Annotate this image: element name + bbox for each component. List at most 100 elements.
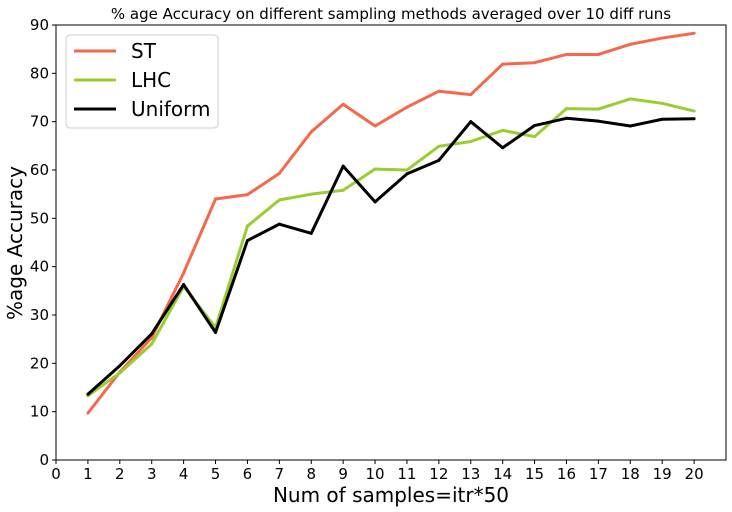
data-point-uniform xyxy=(245,239,249,243)
y-tick-label: 70 xyxy=(30,113,49,131)
x-tick-label: 12 xyxy=(429,465,448,483)
x-tick-label: 11 xyxy=(397,465,416,483)
x-tick-label: 19 xyxy=(653,465,672,483)
series-line-uniform xyxy=(86,116,695,396)
data-point-st xyxy=(373,124,377,128)
data-point-lhc xyxy=(118,371,122,375)
x-tick-label: 14 xyxy=(493,465,512,483)
data-point-st xyxy=(86,411,90,415)
data-point-uniform xyxy=(501,146,505,150)
data-point-st xyxy=(182,271,186,275)
y-tick-label: 40 xyxy=(30,258,49,276)
data-point-st xyxy=(692,31,696,35)
data-point-lhc xyxy=(245,224,249,228)
data-point-uniform xyxy=(214,330,218,334)
legend-label-st: ST xyxy=(131,39,157,63)
data-point-lhc xyxy=(501,128,505,132)
y-axis-title: %age Accuracy xyxy=(3,166,27,320)
x-tick-label: 15 xyxy=(525,465,544,483)
data-point-lhc xyxy=(373,167,377,171)
legend-label-uniform: Uniform xyxy=(131,97,211,121)
data-point-st xyxy=(309,130,313,134)
x-tick-label: 20 xyxy=(685,465,704,483)
y-tick-label: 50 xyxy=(30,209,49,227)
legend-box xyxy=(65,34,219,129)
data-point-st xyxy=(660,36,664,40)
data-point-uniform xyxy=(533,124,537,128)
data-point-lhc xyxy=(341,188,345,192)
data-point-st xyxy=(596,52,600,56)
data-point-lhc xyxy=(405,168,409,172)
data-point-st xyxy=(501,62,505,66)
x-tick-label: 16 xyxy=(557,465,576,483)
data-point-uniform xyxy=(373,200,377,204)
y-tick-label: 0 xyxy=(39,451,49,469)
data-point-lhc xyxy=(150,342,154,346)
x-tick-label: 10 xyxy=(366,465,385,483)
data-point-st xyxy=(405,105,409,109)
data-point-st xyxy=(341,102,345,106)
data-point-uniform xyxy=(118,364,122,368)
data-point-lhc xyxy=(437,144,441,148)
data-point-uniform xyxy=(437,158,441,162)
data-point-uniform xyxy=(86,392,90,396)
data-point-uniform xyxy=(341,164,345,168)
data-point-st xyxy=(214,197,218,201)
x-tick-label: 8 xyxy=(306,465,316,483)
data-point-lhc xyxy=(660,101,664,105)
data-point-lhc xyxy=(309,192,313,196)
data-point-lhc xyxy=(692,109,696,113)
data-point-lhc xyxy=(277,198,281,202)
legend: ST LHC Uniform xyxy=(65,34,219,129)
x-tick-label: 2 xyxy=(115,465,125,483)
x-tick-label: 5 xyxy=(211,465,221,483)
data-point-lhc xyxy=(628,97,632,101)
data-point-uniform xyxy=(309,231,313,235)
data-point-uniform xyxy=(182,283,186,287)
x-axis-title: Num of samples=itr*50 xyxy=(273,483,509,507)
y-tick-label: 80 xyxy=(30,64,49,82)
data-point-st xyxy=(533,61,537,65)
data-point-uniform xyxy=(628,124,632,128)
data-point-st xyxy=(150,336,154,340)
y-tick-label: 10 xyxy=(30,403,49,421)
data-point-uniform xyxy=(405,172,409,176)
data-point-lhc xyxy=(533,135,537,139)
data-point-st xyxy=(437,89,441,93)
x-tick-label: 17 xyxy=(589,465,608,483)
x-tick-label: 7 xyxy=(275,465,285,483)
data-point-lhc xyxy=(469,139,473,143)
x-tick-label: 18 xyxy=(621,465,640,483)
y-tick-label: 30 xyxy=(30,306,49,324)
plot-frame xyxy=(55,24,727,461)
x-tick-label: 1 xyxy=(83,465,93,483)
data-point-st xyxy=(564,52,568,56)
plot-axes: 0 1 2 3 4 5 6 7 8 9 10 11 12 13 14 15 16 17 18 19 2001020304… xyxy=(30,16,727,483)
legend-label-lhc: LHC xyxy=(131,68,171,92)
data-point-st xyxy=(245,193,249,197)
data-point-uniform xyxy=(150,332,154,336)
y-tick-label: 90 xyxy=(30,16,49,34)
data-point-st xyxy=(628,42,632,46)
data-point-lhc xyxy=(564,107,568,111)
data-point-uniform xyxy=(564,116,568,120)
x-tick-label: 13 xyxy=(461,465,480,483)
data-point-uniform xyxy=(692,117,696,121)
x-tick-label: 4 xyxy=(179,465,189,483)
x-tick-label: 3 xyxy=(147,465,157,483)
y-tick-label: 60 xyxy=(30,161,49,179)
data-point-st xyxy=(277,171,281,175)
series-line-lhc xyxy=(87,97,695,397)
x-tick-label: 6 xyxy=(243,465,253,483)
y-tick-label: 20 xyxy=(30,354,49,372)
data-point-uniform xyxy=(469,120,473,124)
x-tick-label: 0 xyxy=(51,465,61,483)
series-line-st xyxy=(86,31,695,415)
data-point-lhc xyxy=(596,107,600,111)
data-point-uniform xyxy=(277,222,281,226)
x-tick-label: 9 xyxy=(338,465,348,483)
data-point-uniform xyxy=(660,117,664,121)
chart-title: % age Accuracy on different sampling met… xyxy=(111,5,671,23)
data-point-st xyxy=(469,93,473,97)
